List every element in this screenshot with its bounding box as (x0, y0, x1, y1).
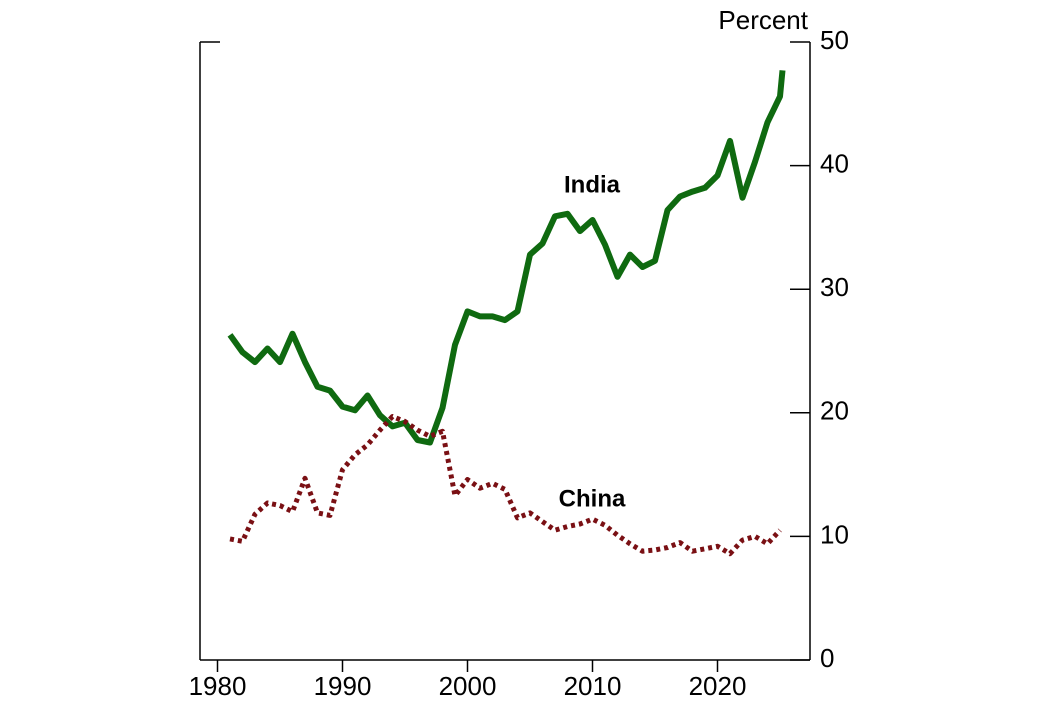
x-tick-label: 1980 (189, 671, 247, 701)
y-tick-label: 0 (820, 643, 834, 673)
x-tick-label: 2010 (564, 671, 622, 701)
y-tick-label: 10 (820, 519, 849, 549)
x-tick-label: 2020 (689, 671, 747, 701)
y-axis-label: Percent (718, 5, 808, 35)
x-tick-label: 2000 (439, 671, 497, 701)
series-line (229, 414, 782, 557)
y-tick-label: 40 (820, 148, 849, 178)
y-tick-label: 30 (820, 272, 849, 302)
x-tick-label: 1990 (314, 671, 372, 701)
y-tick-label: 20 (820, 396, 849, 426)
series-label: China (559, 485, 626, 512)
series-label: India (564, 171, 621, 198)
series-line (227, 70, 786, 446)
y-tick-label: 50 (820, 25, 849, 55)
